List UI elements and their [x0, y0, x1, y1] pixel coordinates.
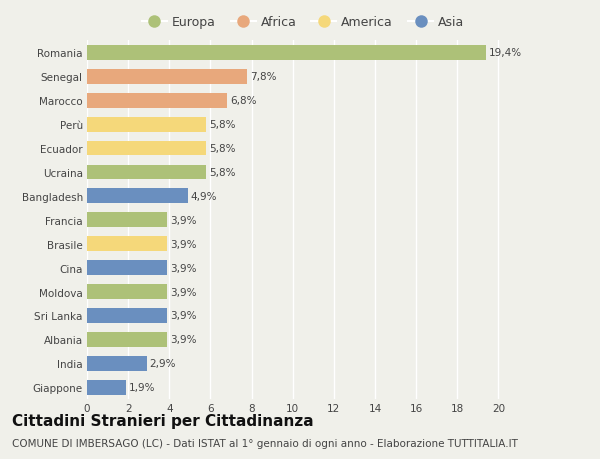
Text: 3,9%: 3,9%	[170, 215, 197, 225]
Text: 1,9%: 1,9%	[129, 382, 155, 392]
Text: 3,9%: 3,9%	[170, 287, 197, 297]
Bar	[87, 213, 167, 228]
Text: 2,9%: 2,9%	[150, 358, 176, 369]
Bar	[87, 308, 167, 323]
Bar	[87, 356, 146, 371]
Text: 5,8%: 5,8%	[209, 144, 236, 154]
Bar	[87, 141, 206, 156]
Bar	[87, 332, 167, 347]
Text: 3,9%: 3,9%	[170, 335, 197, 345]
Text: 7,8%: 7,8%	[251, 72, 277, 82]
Bar	[87, 165, 206, 180]
Bar	[87, 237, 167, 252]
Text: 3,9%: 3,9%	[170, 311, 197, 321]
Text: 3,9%: 3,9%	[170, 263, 197, 273]
Text: 6,8%: 6,8%	[230, 96, 256, 106]
Text: 4,9%: 4,9%	[191, 191, 217, 202]
Text: 5,8%: 5,8%	[209, 168, 236, 178]
Bar	[87, 46, 486, 61]
Legend: Europa, Africa, America, Asia: Europa, Africa, America, Asia	[139, 13, 467, 32]
Text: Cittadini Stranieri per Cittadinanza: Cittadini Stranieri per Cittadinanza	[12, 413, 314, 428]
Bar	[87, 189, 188, 204]
Bar	[87, 94, 227, 108]
Bar	[87, 261, 167, 275]
Text: 3,9%: 3,9%	[170, 239, 197, 249]
Text: 19,4%: 19,4%	[489, 48, 522, 58]
Text: 5,8%: 5,8%	[209, 120, 236, 130]
Text: COMUNE DI IMBERSAGO (LC) - Dati ISTAT al 1° gennaio di ogni anno - Elaborazione : COMUNE DI IMBERSAGO (LC) - Dati ISTAT al…	[12, 438, 518, 448]
Bar	[87, 118, 206, 132]
Bar	[87, 70, 247, 84]
Bar	[87, 380, 126, 395]
Bar	[87, 285, 167, 299]
